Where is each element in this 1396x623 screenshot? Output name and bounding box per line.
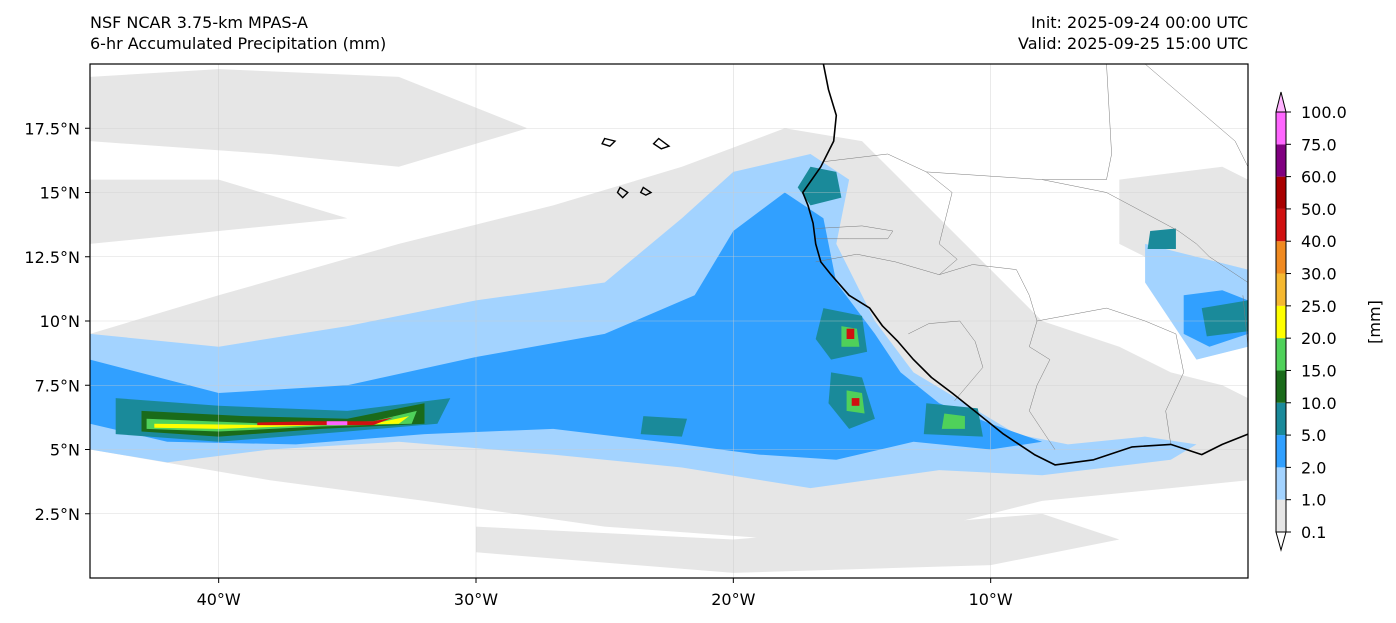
colorbar-tick-label: 25.0 — [1301, 297, 1337, 316]
border-3 — [908, 320, 984, 401]
border-9 — [1144, 64, 1248, 167]
colorbar-tick-label: 5.0 — [1301, 426, 1326, 445]
colorbar: 0.1 1.0 2.0 5.0 10.0 15.0 20.0 25.0 30.0 40.0 50.0… — [1275, 91, 1347, 552]
colorbar-swatch-8 — [1276, 241, 1286, 274]
colorbar-swatch-1 — [1276, 467, 1286, 500]
colorbar-tick-label: 60.0 — [1301, 168, 1337, 187]
island-2 — [639, 186, 653, 196]
lon-tick-label: 20°W — [711, 590, 755, 609]
lat-tick-label: 7.5°N — [35, 376, 80, 395]
colorbar-tick-label: 100.0 — [1301, 103, 1347, 122]
border-6 — [1106, 307, 1184, 445]
colorbar-tick-label: 0.1 — [1301, 523, 1326, 542]
lat-tick-label: 5°N — [50, 441, 80, 460]
colorbar-swatch-11 — [1276, 144, 1286, 177]
colorbar-tick-label: 10.0 — [1301, 394, 1337, 413]
colorbar-swatch-6 — [1276, 305, 1286, 339]
colorbar-swatch-3 — [1276, 402, 1286, 436]
lon-tick-label: 40°W — [197, 590, 241, 609]
colorbar-swatch-2 — [1276, 435, 1286, 468]
precip-region-24 — [846, 328, 855, 339]
colorbar-swatch-12 — [1276, 112, 1286, 145]
border-7 — [1036, 307, 1107, 322]
colorbar-swatch-7 — [1276, 273, 1286, 306]
lat-axis: 2.5°N 5°N 7.5°N 10°N 12.5°N 15°N 17.5°N — [24, 119, 90, 524]
precip-region-14 — [640, 416, 687, 437]
coastline — [601, 64, 1248, 466]
precip-region-7 — [90, 192, 1043, 460]
lon-tick-label: 30°W — [454, 590, 498, 609]
precip-region-23 — [257, 417, 394, 426]
lat-tick-label: 15°N — [40, 184, 80, 203]
border-4 — [926, 64, 1112, 180]
title-left: NSF NCAR 3.75-km MPAS-A 6-hr Accumulated… — [90, 12, 386, 54]
colorbar-tick-label: 50.0 — [1301, 200, 1337, 219]
island-0 — [652, 137, 671, 150]
lat-tick-label: 12.5°N — [24, 248, 80, 267]
country-borders — [815, 64, 1248, 450]
precip-region-26 — [326, 421, 348, 426]
coastline-africa — [801, 64, 1248, 466]
island-1 — [616, 186, 629, 199]
colorbar-tick-label: 40.0 — [1301, 232, 1337, 251]
lat-tick-label: 2.5°N — [35, 505, 80, 524]
lon-axis: 40°W 30°W 20°W 10°W — [197, 578, 1013, 609]
valid-time: Valid: 2025-09-25 15:00 UTC — [1017, 34, 1248, 53]
colorbar-swatch-4 — [1276, 370, 1286, 403]
border-1 — [815, 225, 894, 240]
precip-region-16 — [1147, 228, 1176, 249]
lat-tick-label: 10°N — [40, 312, 80, 331]
colorbar-swatch-0 — [1276, 499, 1286, 532]
precip-region-4 — [476, 513, 1120, 573]
border-5 — [1042, 179, 1248, 283]
colorbar-swatch-5 — [1276, 338, 1286, 371]
border-8 — [1242, 295, 1248, 347]
colorbar-tick-label: 20.0 — [1301, 329, 1337, 348]
border-2 — [939, 264, 1056, 450]
colorbar-tick-label: 1.0 — [1301, 491, 1326, 510]
title-right: Init: 2025-09-24 00:00 UTC Valid: 2025-0… — [1018, 12, 1248, 54]
precip-region-10 — [797, 166, 842, 206]
precip-region-15 — [1201, 300, 1248, 337]
colorbar-swatch-10 — [1276, 176, 1286, 209]
init-time: Init: 2025-09-24 00:00 UTC — [1030, 13, 1248, 32]
colorbar-frame — [1275, 111, 1287, 533]
lon-tick-label: 10°W — [969, 590, 1013, 609]
field-name: 6-hr Accumulated Precipitation (mm) — [90, 34, 387, 53]
colorbar-tick-label: 75.0 — [1301, 135, 1337, 154]
island-3 — [601, 137, 617, 147]
border-0 — [815, 153, 958, 275]
colorbar-under-extend — [1275, 531, 1287, 552]
colorbar-tick-label: 2.0 — [1301, 458, 1326, 477]
colorbar-label: [mm] — [1365, 300, 1384, 344]
colorbar-tick-label: 30.0 — [1301, 265, 1337, 284]
precip-region-22 — [154, 416, 410, 429]
precip-region-1 — [90, 69, 528, 167]
colorbar-over-extend — [1275, 91, 1287, 113]
model-name: NSF NCAR 3.75-km MPAS-A — [90, 13, 308, 32]
precip-region-21 — [941, 413, 965, 429]
colorbar-swatch-9 — [1276, 208, 1286, 242]
precip-region-25 — [851, 398, 860, 406]
colorbar-tick-label: 15.0 — [1301, 361, 1337, 380]
lat-tick-label: 17.5°N — [24, 119, 80, 138]
